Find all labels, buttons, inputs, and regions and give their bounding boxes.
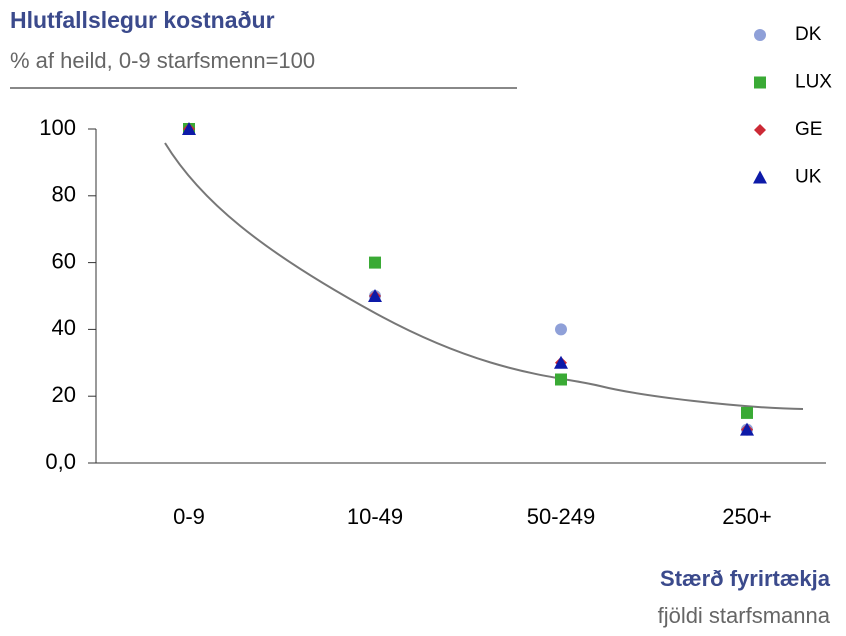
legend-label: DK: [795, 24, 822, 45]
legend-marker: [754, 124, 766, 136]
chart-title: Hlutfallslegur kostnaður: [10, 7, 275, 33]
x-tick-label: 50-249: [527, 504, 596, 529]
legend-marker: [753, 170, 767, 184]
y-tick-label: 60: [52, 248, 76, 273]
x-tick-label: 10-49: [347, 504, 403, 529]
legend-marker: [754, 76, 766, 89]
point: [740, 422, 754, 436]
y-tick-label: 100: [39, 115, 76, 140]
x-tick-label: 250+: [722, 504, 772, 529]
x-axis-title: Stærð fyrirtækja: [660, 566, 831, 591]
legend-marker: [754, 29, 766, 41]
legend-label: LUX: [795, 72, 832, 93]
legend-label: UK: [795, 167, 822, 188]
x-axis-subtitle: fjöldi starfsmanna: [658, 603, 831, 628]
y-tick-label: 40: [52, 315, 76, 340]
y-tick-label: 0,0: [45, 449, 76, 474]
trend-line: [164, 142, 804, 410]
point: [554, 355, 568, 369]
point: [368, 289, 382, 302]
point: [555, 373, 567, 386]
y-tick-label: 80: [52, 182, 76, 207]
legend-label: GE: [795, 119, 822, 140]
point: [741, 406, 753, 419]
point: [182, 122, 196, 135]
point: [369, 256, 381, 269]
x-tick-label: 0-9: [173, 504, 205, 529]
chart-subtitle: % af heild, 0-9 starfsmenn=100: [10, 48, 315, 73]
point: [555, 323, 567, 336]
y-tick-label: 20: [52, 382, 76, 407]
